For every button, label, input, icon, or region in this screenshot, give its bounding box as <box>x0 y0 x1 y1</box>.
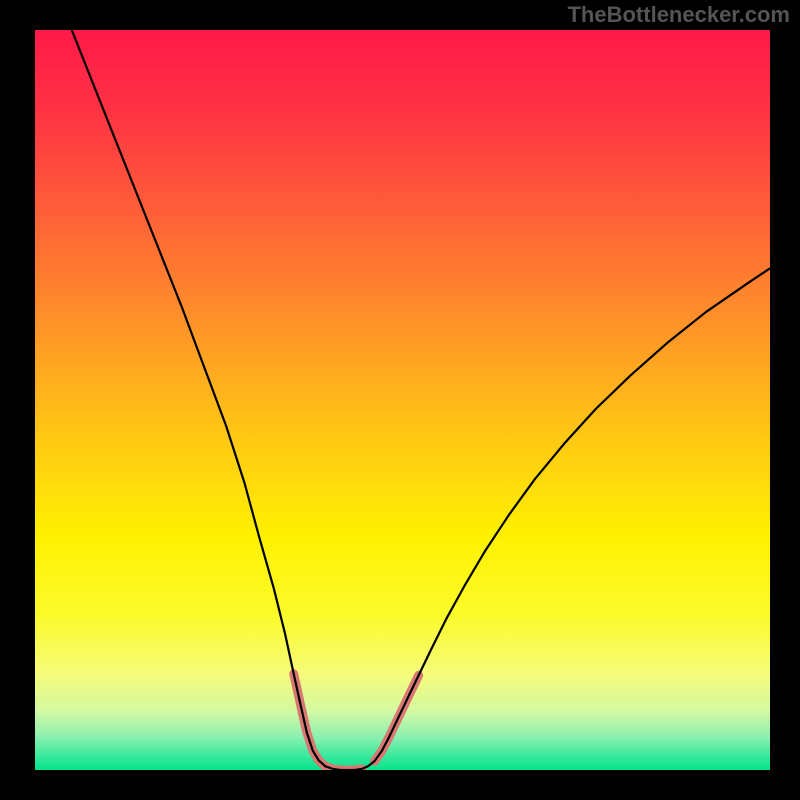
watermark-text: TheBottlenecker.com <box>567 2 790 28</box>
chart-container: TheBottlenecker.com <box>0 0 800 800</box>
bottleneck-chart <box>0 0 800 800</box>
plot-background <box>35 30 770 770</box>
